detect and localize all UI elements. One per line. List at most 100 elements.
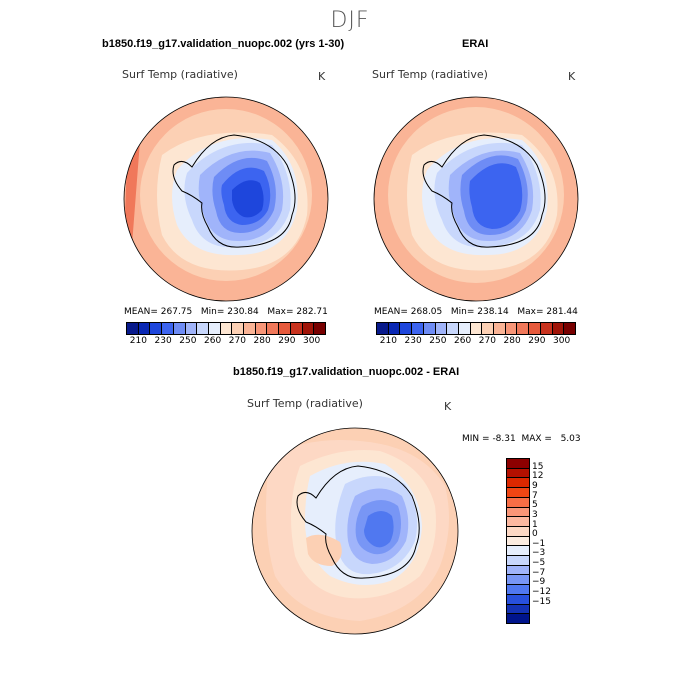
model-colorbar-swatch-13 (279, 323, 291, 334)
obs-colorbar-swatch-10 (494, 323, 506, 334)
season-title: DJF (330, 8, 370, 33)
obs-colorbar-swatch-6 (447, 323, 459, 334)
model-max-value: 282.71 (296, 307, 328, 317)
obs-min-label: Min= (450, 307, 475, 317)
diff-colorbar-swatch-11 (507, 565, 529, 576)
model-colorbar-swatch-16 (314, 323, 325, 334)
obs-colorbar-tick-label: 290 (528, 336, 546, 346)
obs-colorbar-swatch-12 (517, 323, 530, 334)
diff-colorbar-swatch-1 (507, 468, 529, 479)
model-colorbar-tick-label: 230 (154, 336, 172, 346)
obs-colorbar-tick-label: 300 (553, 336, 571, 346)
diff-colorbar-swatch-7 (507, 526, 529, 537)
obs-colorbar-tick-label: 280 (503, 336, 521, 346)
diff-colorbar-tick-label: −15 (532, 596, 551, 607)
model-colorbar-swatch-8 (220, 323, 233, 334)
diff-colorbar-swatch-2 (507, 478, 529, 489)
model-colorbar-swatch-11 (255, 323, 268, 334)
obs-colorbar-tick-label: 210 (379, 336, 397, 346)
diff-variable-label: Surf Temp (radiative) (247, 397, 363, 410)
diff-stats: MIN = -8.31 MAX = 5.03 (462, 434, 581, 444)
diff-colorbar-swatch-8 (507, 536, 529, 547)
model-mean-value: 267.75 (160, 307, 193, 317)
obs-max-label: Max= (517, 307, 544, 317)
diff-min-label: MIN = (462, 434, 490, 444)
diff-colorbar-swatch-5 (507, 507, 529, 518)
model-mean-label: MEAN= (124, 307, 158, 317)
obs-colorbar-swatch-3 (412, 323, 424, 334)
diff-colorbar-tick-label: −5 (532, 558, 546, 569)
obs-colorbar-tick-label: 260 (454, 336, 472, 346)
obs-variable-label: Surf Temp (radiative) (372, 68, 488, 81)
model-colorbar-tick-label: 270 (228, 336, 246, 346)
obs-colorbar-swatch-13 (529, 323, 541, 334)
obs-colorbar-labels: 210 230 250 260 270 280 290 300 (376, 336, 574, 348)
obs-colorbar-swatch-9 (482, 323, 495, 334)
model-colorbar-swatch-10 (244, 323, 256, 334)
obs-colorbar-swatch-14 (540, 323, 553, 334)
obs-colorbar-swatch-16 (564, 323, 575, 334)
obs-ice-4 (469, 163, 523, 229)
model-colorbar-tick-label: 260 (204, 336, 222, 346)
obs-colorbar-swatch-15 (552, 323, 565, 334)
model-colorbar-tick-label: 280 (253, 336, 271, 346)
model-colorbar-swatch-9 (232, 323, 245, 334)
diff-colorbar-tick-label: −9 (532, 577, 546, 588)
diff-colorbar-swatch-12 (507, 575, 529, 586)
obs-colorbar (376, 322, 576, 335)
model-colorbar-labels: 210 230 250 260 270 280 290 300 (126, 336, 324, 348)
diff-colorbar-tick-label: 9 (532, 480, 538, 491)
obs-panel-title: ERAI (462, 38, 489, 50)
obs-colorbar-swatch-4 (423, 323, 436, 334)
model-colorbar-tick-label: 300 (303, 336, 321, 346)
model-min-label: Min= (200, 307, 225, 317)
model-colorbar-swatch-0 (127, 323, 139, 334)
obs-min-value: 238.14 (477, 307, 509, 317)
model-colorbar-swatch-15 (302, 323, 315, 334)
obs-max-value: 281.44 (546, 307, 578, 317)
diff-colorbar-swatch-0 (507, 459, 529, 469)
diff-colorbar-swatch-15 (507, 604, 529, 615)
diff-colorbar-swatch-6 (507, 517, 529, 527)
diff-colorbar-tick-label: 12 (532, 471, 544, 482)
model-panel-title: b1850.f19_g17.validation_nuopc.002 (yrs … (102, 38, 345, 50)
model-coastline (172, 134, 296, 248)
model-colorbar-tick-label: 250 (179, 336, 197, 346)
obs-colorbar-swatch-11 (505, 323, 518, 334)
obs-polar-map (373, 96, 579, 302)
diff-min-value: -8.31 (492, 434, 516, 444)
diff-colorbar-swatch-14 (507, 594, 529, 605)
model-polar-map (123, 96, 329, 302)
diff-colorbar-swatch-3 (507, 488, 529, 498)
model-max-label: Max= (267, 307, 294, 317)
obs-coastline (422, 134, 546, 248)
diff-colorbar-tick-label: 15 (532, 461, 544, 472)
obs-colorbar-tick-label: 270 (478, 336, 496, 346)
model-colorbar-swatch-5 (185, 323, 198, 334)
diff-colorbar-tick-label: 3 (532, 509, 538, 520)
diff-colorbar-tick-label: −12 (532, 587, 551, 598)
obs-colorbar-swatch-1 (388, 323, 401, 334)
diff-colorbar-swatch-10 (507, 556, 529, 566)
model-colorbar-swatch-6 (197, 323, 209, 334)
obs-colorbar-swatch-2 (400, 323, 413, 334)
obs-colorbar-swatch-8 (470, 323, 483, 334)
diff-colorbar-tick-label: 5 (532, 500, 538, 511)
obs-units-label: K (568, 70, 576, 83)
model-colorbar-tick-label: 210 (129, 336, 147, 346)
diff-colorbar-tick-label: 1 (532, 519, 538, 530)
model-ice-5 (232, 180, 264, 218)
diff-pos-patch (306, 534, 342, 566)
diff-coastline (296, 465, 420, 579)
diff-colorbar-labels: 15 12 9 7 5 3 1 0 −1 −3 −5 −7 −9 −12 −15 (532, 458, 572, 622)
obs-colorbar-tick-label: 230 (404, 336, 422, 346)
diff-polar-map (251, 427, 459, 635)
diff-colorbar-tick-label: −3 (532, 548, 546, 559)
obs-stats: MEAN= 268.05 Min= 238.14 Max= 281.44 (374, 307, 578, 317)
obs-colorbar-swatch-0 (377, 323, 389, 334)
model-colorbar-swatch-2 (150, 323, 163, 334)
model-colorbar-swatch-4 (173, 323, 186, 334)
model-colorbar-tick-label: 290 (278, 336, 296, 346)
model-colorbar (126, 322, 326, 335)
obs-colorbar-tick-label: 250 (429, 336, 447, 346)
